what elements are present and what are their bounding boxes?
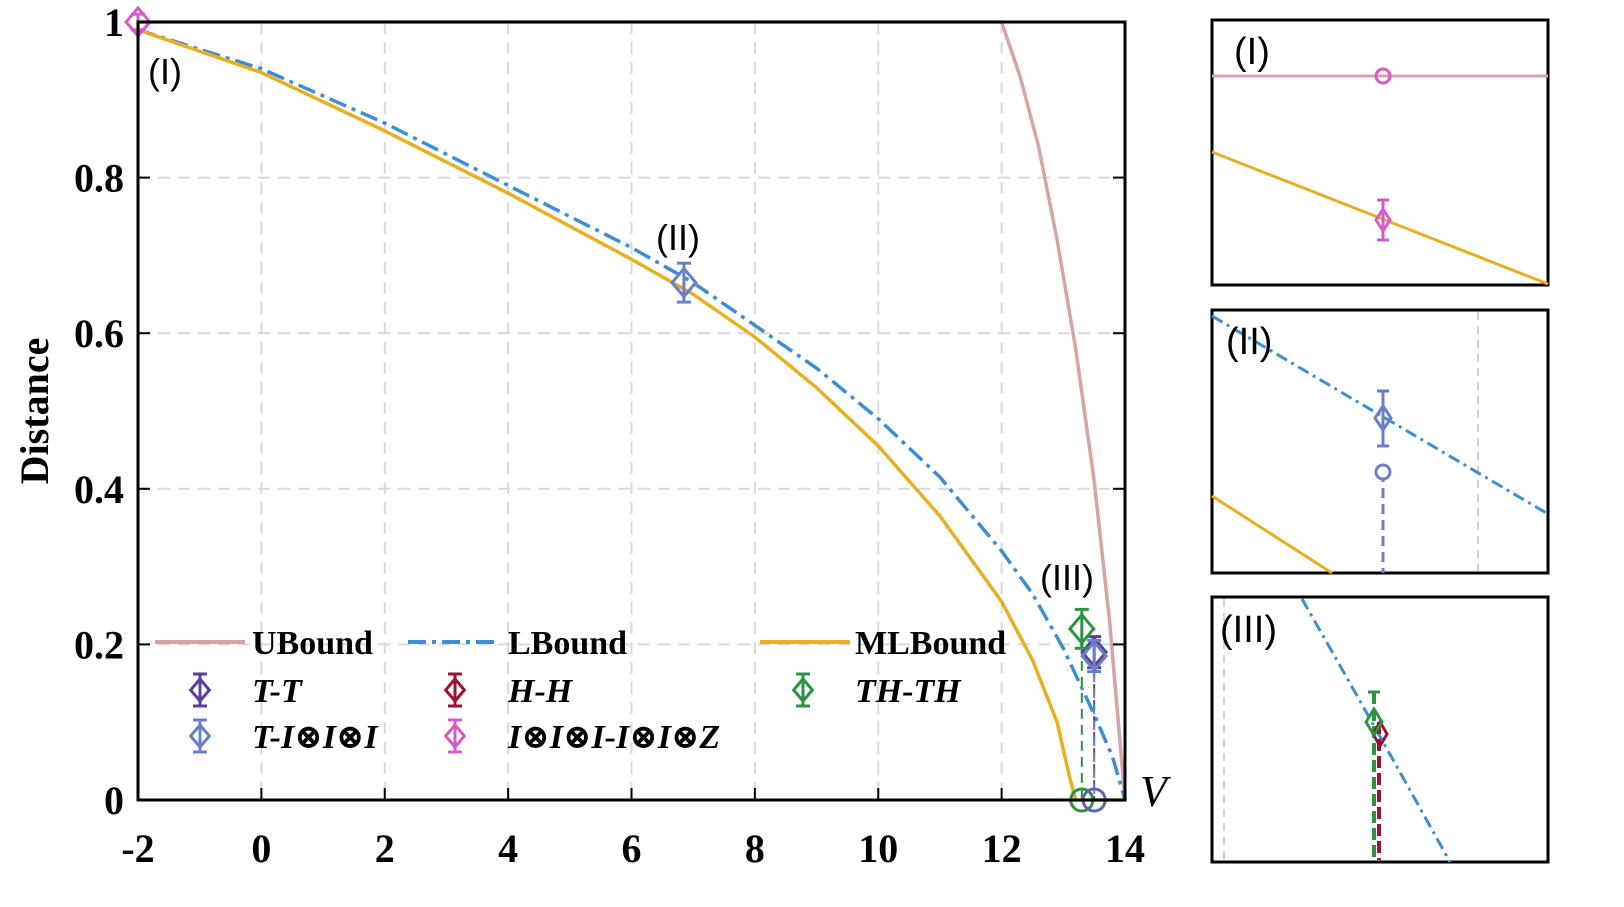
- legend: UBound LBound MLBound T-T H-H TH-TH T-I⊗…: [155, 625, 1006, 756]
- inset-ii-circle: [1374, 463, 1392, 481]
- legend-marker-h-h: [443, 672, 467, 708]
- inset-i: (I): [1210, 18, 1550, 287]
- inset-iii-label: (III): [1220, 609, 1277, 651]
- x-tick-label: 14: [1105, 826, 1145, 871]
- inset-ii-lbound: [1211, 314, 1549, 516]
- legend-marker-th-th: [791, 672, 815, 708]
- x-tick-label: 0: [251, 826, 271, 871]
- x-tick-label: 12: [982, 826, 1022, 871]
- y-tick-label: 0.8: [74, 156, 124, 201]
- legend-marker-iii-iiz: [443, 718, 467, 754]
- legend-label-h-h: H-H: [507, 673, 574, 710]
- inset-i-label: (I): [1234, 31, 1270, 73]
- annotation-iii: (III): [1040, 557, 1094, 598]
- inset-i-diamond: [1374, 206, 1392, 234]
- x-tick-label: 2: [375, 826, 395, 871]
- series-mlbound: [137, 28, 1125, 802]
- inset-iii: (III): [1210, 595, 1550, 864]
- data-markers: [124, 5, 1109, 813]
- inset-iii-diamond-green: [1364, 706, 1384, 738]
- legend-diamond: [443, 676, 467, 704]
- inset-ii-diamond: [1373, 403, 1393, 433]
- x-tick-label: 10: [858, 826, 898, 871]
- legend-label-t-t: T-T: [252, 673, 303, 710]
- inset-i-mlbound: [1211, 150, 1549, 286]
- inset-ii-label: (II): [1226, 321, 1272, 363]
- x-axis-label: V: [1140, 767, 1172, 816]
- main-plot: -2 0 2 4 6 8 10 12 14 00.20.40.60.81 Distance V …: [12, 0, 1172, 871]
- grid-lines: [138, 22, 1125, 800]
- marker-T-I⊗I⊗I: [670, 266, 698, 299]
- bound-curves: [137, 20, 1127, 802]
- legend-diamond: [791, 676, 815, 704]
- inset-i-circle: [1374, 67, 1392, 85]
- x-tick-labels: -2 0 2 4 6 8 10 12 14: [121, 788, 1145, 871]
- x-tick-label: 4: [498, 826, 518, 871]
- inset-ii-mlbound: [1211, 494, 1333, 575]
- marker-T-I⊗I⊗I: [1080, 639, 1109, 673]
- inset-iii-lbound: [1300, 598, 1452, 863]
- y-tick-labels: 0 0.2 0.4 0.6 0.8 1: [74, 0, 1125, 823]
- series-ubound: [138, 20, 1127, 801]
- series-lbound: [137, 28, 1127, 801]
- annotation-ii: (II): [656, 217, 700, 258]
- inset-ii: (II): [1210, 308, 1550, 575]
- y-tick-label: 0.4: [74, 467, 124, 512]
- legend-marker-t-iii: [188, 718, 212, 754]
- annotation-i: (I): [148, 51, 182, 92]
- y-tick-label: 0.2: [74, 622, 124, 667]
- legend-label-t-iii: T-I⊗I⊗I: [252, 719, 379, 756]
- y-axis-label: Distance: [12, 338, 57, 485]
- legend-marker-t-t: [188, 672, 212, 708]
- x-tick-label: -2: [121, 826, 154, 871]
- x-tick-label: 8: [745, 826, 765, 871]
- legend-diamond: [188, 722, 212, 750]
- legend-label-iii-iiz: I⊗I⊗I-I⊗I⊗Z: [507, 719, 720, 756]
- legend-label-th-th: TH-TH: [855, 673, 962, 710]
- legend-label-ubound: UBound: [252, 625, 373, 662]
- y-tick-label: 0.6: [74, 311, 124, 356]
- x-tick-label: 6: [622, 826, 642, 871]
- legend-label-mlbound: MLBound: [855, 625, 1006, 662]
- y-tick-label: 1: [104, 0, 124, 45]
- y-tick-label: 0: [104, 778, 124, 823]
- legend-diamond: [188, 676, 212, 704]
- legend-diamond: [443, 722, 467, 750]
- marker-TH-TH: [1067, 612, 1096, 646]
- legend-label-lbound: LBound: [508, 625, 627, 662]
